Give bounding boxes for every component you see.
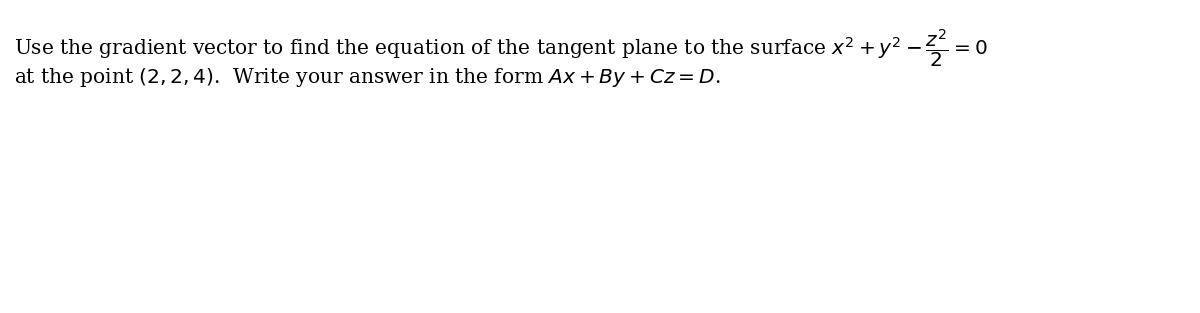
Text: Use the gradient vector to find the equation of the tangent plane to the surface: Use the gradient vector to find the equa…: [14, 28, 988, 70]
Text: at the point $(2,2,4)$.  Write your answer in the form $Ax + By + Cz = D$.: at the point $(2,2,4)$. Write your answe…: [14, 66, 721, 89]
